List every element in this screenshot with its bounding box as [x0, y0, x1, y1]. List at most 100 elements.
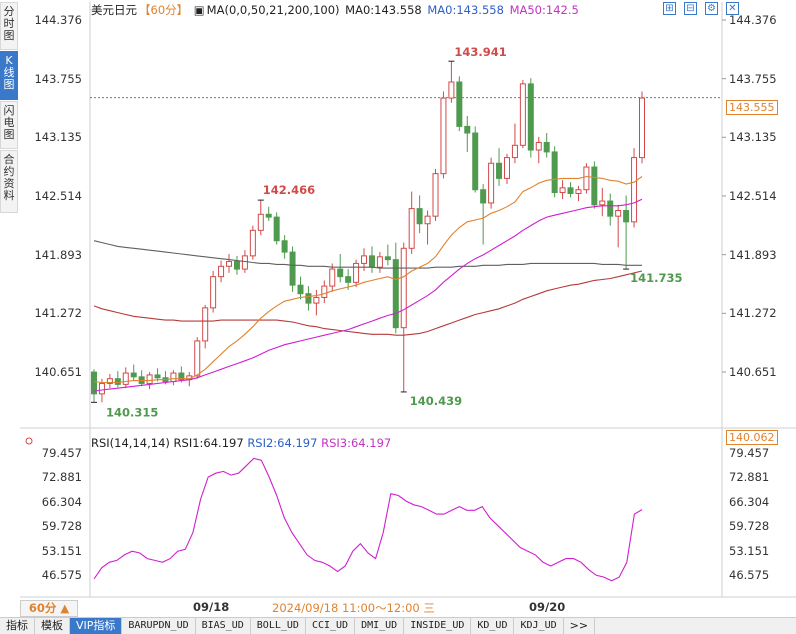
indicator-tab-7[interactable]: DMI_UD [355, 618, 405, 634]
close-icon[interactable]: ✕ [726, 2, 739, 15]
candle-up [615, 210, 622, 217]
candle-up [241, 255, 248, 270]
price-axis-label-left: 141.272 [34, 306, 82, 321]
indicator-tab-10[interactable]: KDJ_UD [514, 618, 564, 634]
indicator-tab-9[interactable]: KD_UD [471, 618, 515, 634]
candle-up [122, 372, 129, 385]
candle-down [527, 83, 534, 151]
price-axis-label-left: 142.514 [34, 188, 82, 203]
candle-down [178, 372, 185, 381]
price-axis-label: 141.893 [729, 247, 777, 262]
rsi-axis-label-left: 59.728 [41, 519, 82, 534]
rsi-axis-label: 53.151 [729, 543, 770, 558]
rsi-axis-label-left: 72.881 [41, 470, 82, 485]
candle-down [472, 132, 479, 191]
candle-up [218, 265, 225, 278]
candle-up [488, 162, 495, 204]
price-axis-label: 140.651 [729, 365, 777, 379]
rsi-label[interactable]: RSI(14,14,14) [91, 436, 170, 450]
candle-down [384, 256, 391, 261]
candle-up [432, 173, 439, 217]
ma1-value: MA0:143.558 [427, 3, 504, 17]
view-tab-0[interactable]: 分时图 [0, 2, 18, 50]
date-tick-0920: 09/20 [529, 600, 566, 614]
price-axis-label: 143.135 [729, 130, 777, 145]
candle-up [559, 187, 566, 194]
period-button[interactable]: 60分 ▲ [20, 600, 78, 617]
expand-icon[interactable]: ⊞ [663, 2, 676, 15]
indicator-tab-0[interactable]: 指标 [0, 618, 35, 634]
candle-down [416, 208, 423, 225]
candle-down [623, 210, 630, 223]
minus-icon[interactable]: ⊟ [684, 2, 697, 15]
chart-header: 美元日元 【60分】 ▣ MA(0,0,50,21,200,100) MA0:143… [91, 2, 581, 18]
candle-up [503, 157, 510, 179]
candle-up [329, 268, 336, 287]
rsi-axis-label: 72.881 [729, 470, 770, 485]
indicator-tab-4[interactable]: BIAS_UD [196, 618, 251, 634]
price-annotation: 143.941 [454, 45, 506, 59]
rsi-header: RSI(14,14,14) RSI1:64.197 RSI2:64.197 RS… [91, 436, 391, 450]
price-axis-label: 144.376 [729, 13, 777, 27]
candle-up [511, 144, 518, 159]
indicator-tab-1[interactable]: 模板 [35, 618, 70, 634]
candle-down [337, 268, 344, 278]
view-tab-2[interactable]: 闪电图 [0, 101, 18, 149]
indicator-tab-11[interactable]: >> [564, 618, 596, 634]
rsi2-value: RSI2:64.197 [247, 436, 318, 450]
candle-down [265, 213, 272, 218]
cursor-time-label: 2024/09/18 11:00～12:00 三 [272, 601, 435, 615]
candle-down [289, 251, 296, 286]
candle-up [98, 382, 105, 395]
candle-up [202, 307, 209, 342]
candle-down [591, 166, 598, 206]
candle-down [281, 240, 288, 253]
candle-up [257, 213, 264, 231]
period-tag[interactable]: 【60分】 [139, 3, 189, 17]
indicator-tab-3[interactable]: BARUPDN_UD [122, 618, 196, 634]
candle-up [599, 200, 606, 206]
rsi-axis-label: 79.457 [729, 446, 770, 460]
view-tab-3[interactable]: 合约资料 [0, 150, 18, 213]
rsi-axis-label: 59.728 [729, 519, 770, 534]
lower-value-tag: 140.062 [726, 430, 778, 445]
candle-down [91, 371, 97, 395]
price-annotation: 140.315 [106, 405, 158, 419]
candle-up [424, 215, 431, 225]
candle-up [321, 285, 328, 298]
price-axis-label-left: 143.755 [34, 71, 82, 86]
symbol-name: 美元日元 [91, 3, 137, 17]
candle-up [376, 256, 383, 268]
view-tab-1[interactable]: K线图 [0, 51, 18, 100]
candle-up [575, 189, 582, 194]
candle-up [400, 247, 407, 329]
indicator-tab-5[interactable]: BOLL_UD [251, 618, 306, 634]
candle-down [368, 255, 375, 268]
indicator-tab-8[interactable]: INSIDE_UD [404, 618, 472, 634]
gear-icon[interactable]: ⚙ [705, 2, 718, 15]
rsi3-value: RSI3:64.197 [321, 436, 392, 450]
price-axis-label: 142.514 [729, 188, 777, 203]
candle-down [392, 259, 399, 329]
indicator-tab-6[interactable]: CCI_UD [306, 618, 356, 634]
ma0-value: MA0:143.558 [345, 3, 422, 17]
price-axis-label: 141.272 [729, 306, 777, 321]
ma-magenta-line [93, 198, 643, 392]
candle-down [480, 189, 487, 204]
rsi1-value: RSI1:64.197 [173, 436, 244, 450]
ma-parameters[interactable]: MA(0,0,50,21,200,100) [206, 3, 340, 17]
rsi-axis-label-left: 46.575 [41, 568, 82, 582]
indicator-tab-2[interactable]: VIP指标 [70, 618, 123, 634]
candle-up [194, 340, 201, 377]
price-axis-label-left: 143.135 [34, 130, 82, 145]
indicator-icon[interactable]: ▣ [193, 3, 205, 17]
rsi-axis-label: 66.304 [729, 494, 770, 509]
candle-down [543, 141, 550, 153]
candle-down [273, 216, 280, 242]
ma-red-line [93, 270, 643, 336]
candle-up [313, 296, 320, 304]
price-annotation: 140.439 [410, 394, 462, 408]
price-axis-label-left: 140.651 [34, 365, 82, 379]
